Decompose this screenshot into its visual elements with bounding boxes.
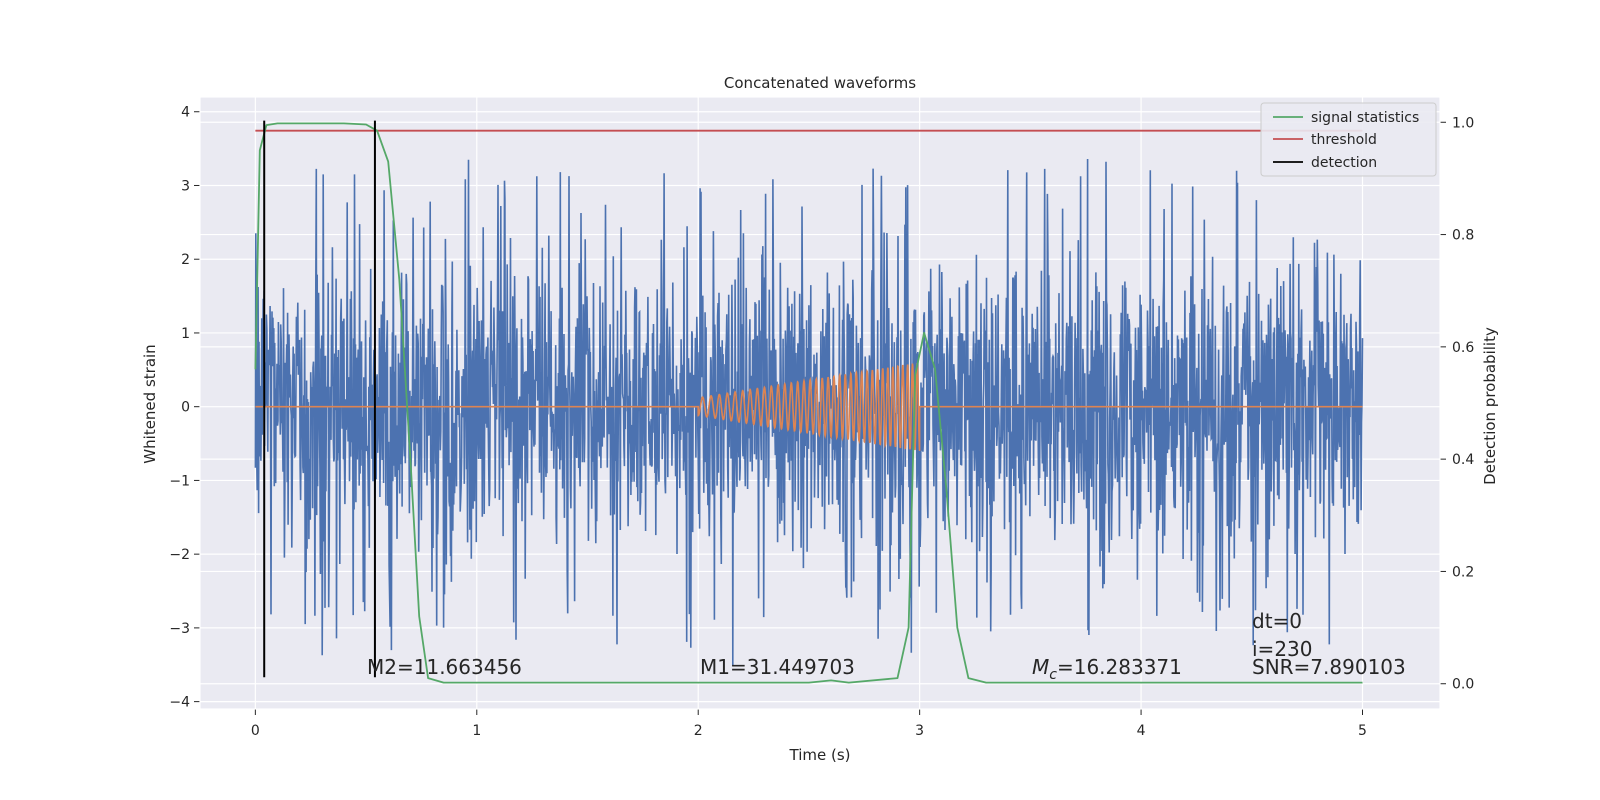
y-tick-label: 4 <box>181 105 190 121</box>
y-tick-label: −1 <box>169 473 190 489</box>
legend-label-detection: detection <box>1311 155 1377 171</box>
y2-axis-label: Detection probability <box>1481 327 1499 485</box>
x-tick-label: 0 <box>251 723 260 739</box>
x-tick-label: 5 <box>1358 723 1367 739</box>
y2-tick-label: 0.8 <box>1452 228 1474 244</box>
annotation-i: i=230 <box>1252 637 1313 661</box>
x-tick-label: 1 <box>472 723 481 739</box>
series-strain <box>254 158 1364 666</box>
y2-tick-label: 0.2 <box>1452 564 1474 580</box>
x-tick-label: 2 <box>694 723 703 739</box>
legend-label-signal-statistics: signal statistics <box>1311 110 1419 126</box>
series-layer <box>199 96 1441 710</box>
series-waveform <box>255 362 1363 451</box>
y-axis-label: Whitened strain <box>141 344 159 463</box>
y-tick-label: 1 <box>181 326 190 342</box>
legend-label-threshold: threshold <box>1311 132 1377 148</box>
y-tick-label: −4 <box>169 695 190 711</box>
y2-tick-label: 1.0 <box>1452 115 1474 131</box>
annotation-m1: M1=31.449703 <box>700 655 855 679</box>
series-signal-statistics <box>254 122 1363 684</box>
y-tick-label: 0 <box>181 400 190 416</box>
annotation-dt: dt=0 <box>1252 609 1302 633</box>
legend: signal statistics threshold detection <box>1260 102 1437 177</box>
y-axis-ticks: 4 3 2 1 0 −1 −2 −3 −4 <box>169 105 200 711</box>
y-tick-label: 3 <box>181 178 190 194</box>
y2-tick-label: 0.0 <box>1452 677 1474 693</box>
x-axis-ticks: 0 1 2 3 4 5 <box>251 709 1367 739</box>
annotation-mc: Mc=16.283371 <box>1032 655 1182 683</box>
annotation-snr: SNR=7.890103 <box>1252 655 1406 679</box>
x-axis-label: Time (s) <box>789 746 851 764</box>
y2-tick-label: 0.4 <box>1452 452 1474 468</box>
y-tick-label: −2 <box>169 547 190 563</box>
plot-frame <box>199 96 1441 710</box>
y2-axis-ticks: 1.0 0.8 0.6 0.4 0.2 0.0 <box>1440 115 1474 693</box>
y-tick-label: 2 <box>181 252 190 268</box>
y2-tick-label: 0.6 <box>1452 340 1474 356</box>
chart-title: Concatenated waveforms <box>724 74 916 92</box>
x-tick-label: 3 <box>915 723 924 739</box>
annotation-m2: M2=11.663456 <box>367 655 522 679</box>
legend-box <box>1260 102 1437 177</box>
x-tick-label: 4 <box>1137 723 1146 739</box>
y-tick-label: −3 <box>169 621 190 637</box>
